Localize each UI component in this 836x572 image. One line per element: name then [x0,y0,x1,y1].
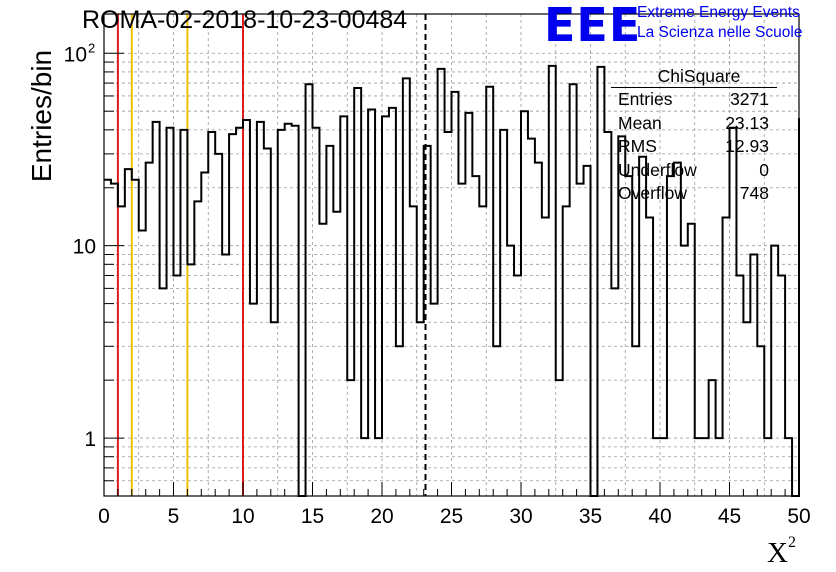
stats-box: ChiSquare Entries 3271 Mean 23.13 RMS 12.93… [611,66,777,206]
x-tick-label: 30 [509,505,532,528]
stats-label: Underflow [618,159,697,180]
stats-label: Overflow [618,183,688,203]
stats-label: Entries [618,89,673,109]
y-tick-label: 10 [64,43,87,66]
stats-row: Mean 23.13 [611,112,777,136]
stats-value: 0 [759,159,769,180]
x-tick-label: 25 [440,505,463,528]
y-tick-label: 1 [84,428,96,451]
stats-title: ChiSquare [611,66,777,88]
stats-label: Mean [618,112,662,133]
x-tick-label: 40 [648,505,671,528]
stats-row: RMS 12.93 [611,135,777,159]
stats-label: RMS [618,136,657,156]
x-tick-label: 50 [787,505,810,528]
stats-row: Overflow 748 [611,182,777,206]
logo-line-1: Extreme Energy Events [637,4,800,21]
eee-logo: EEE [544,0,642,52]
stats-value: 3271 [730,89,769,109]
y-tick-label-exponent: 2 [88,40,95,55]
y-tick-label: 10 [73,236,96,259]
run-title: ROMA-02-2018-10-23-00484 [82,6,408,34]
axis-ticks [103,52,800,496]
stats-value: 748 [739,183,769,203]
stats-value: 23.13 [725,112,769,133]
histogram-series [104,64,800,497]
x-tick-label: 15 [301,505,324,528]
x-tick-label: 5 [168,505,180,528]
x-tick-label: 20 [370,505,393,528]
stats-row: Entries 3271 [611,88,777,112]
x-tick-label: 0 [98,505,110,528]
x-axis-label: X2 [767,534,796,569]
stats-row: Underflow 0 [611,159,777,183]
x-tick-label: 45 [718,505,741,528]
x-tick-label: 10 [231,505,254,528]
logo-line-2: La Scienza nelle Scuole [637,24,803,41]
x-tick-label: 35 [579,505,602,528]
stats-value: 12.93 [725,136,769,156]
y-axis-label: Entries/bin [26,49,57,183]
